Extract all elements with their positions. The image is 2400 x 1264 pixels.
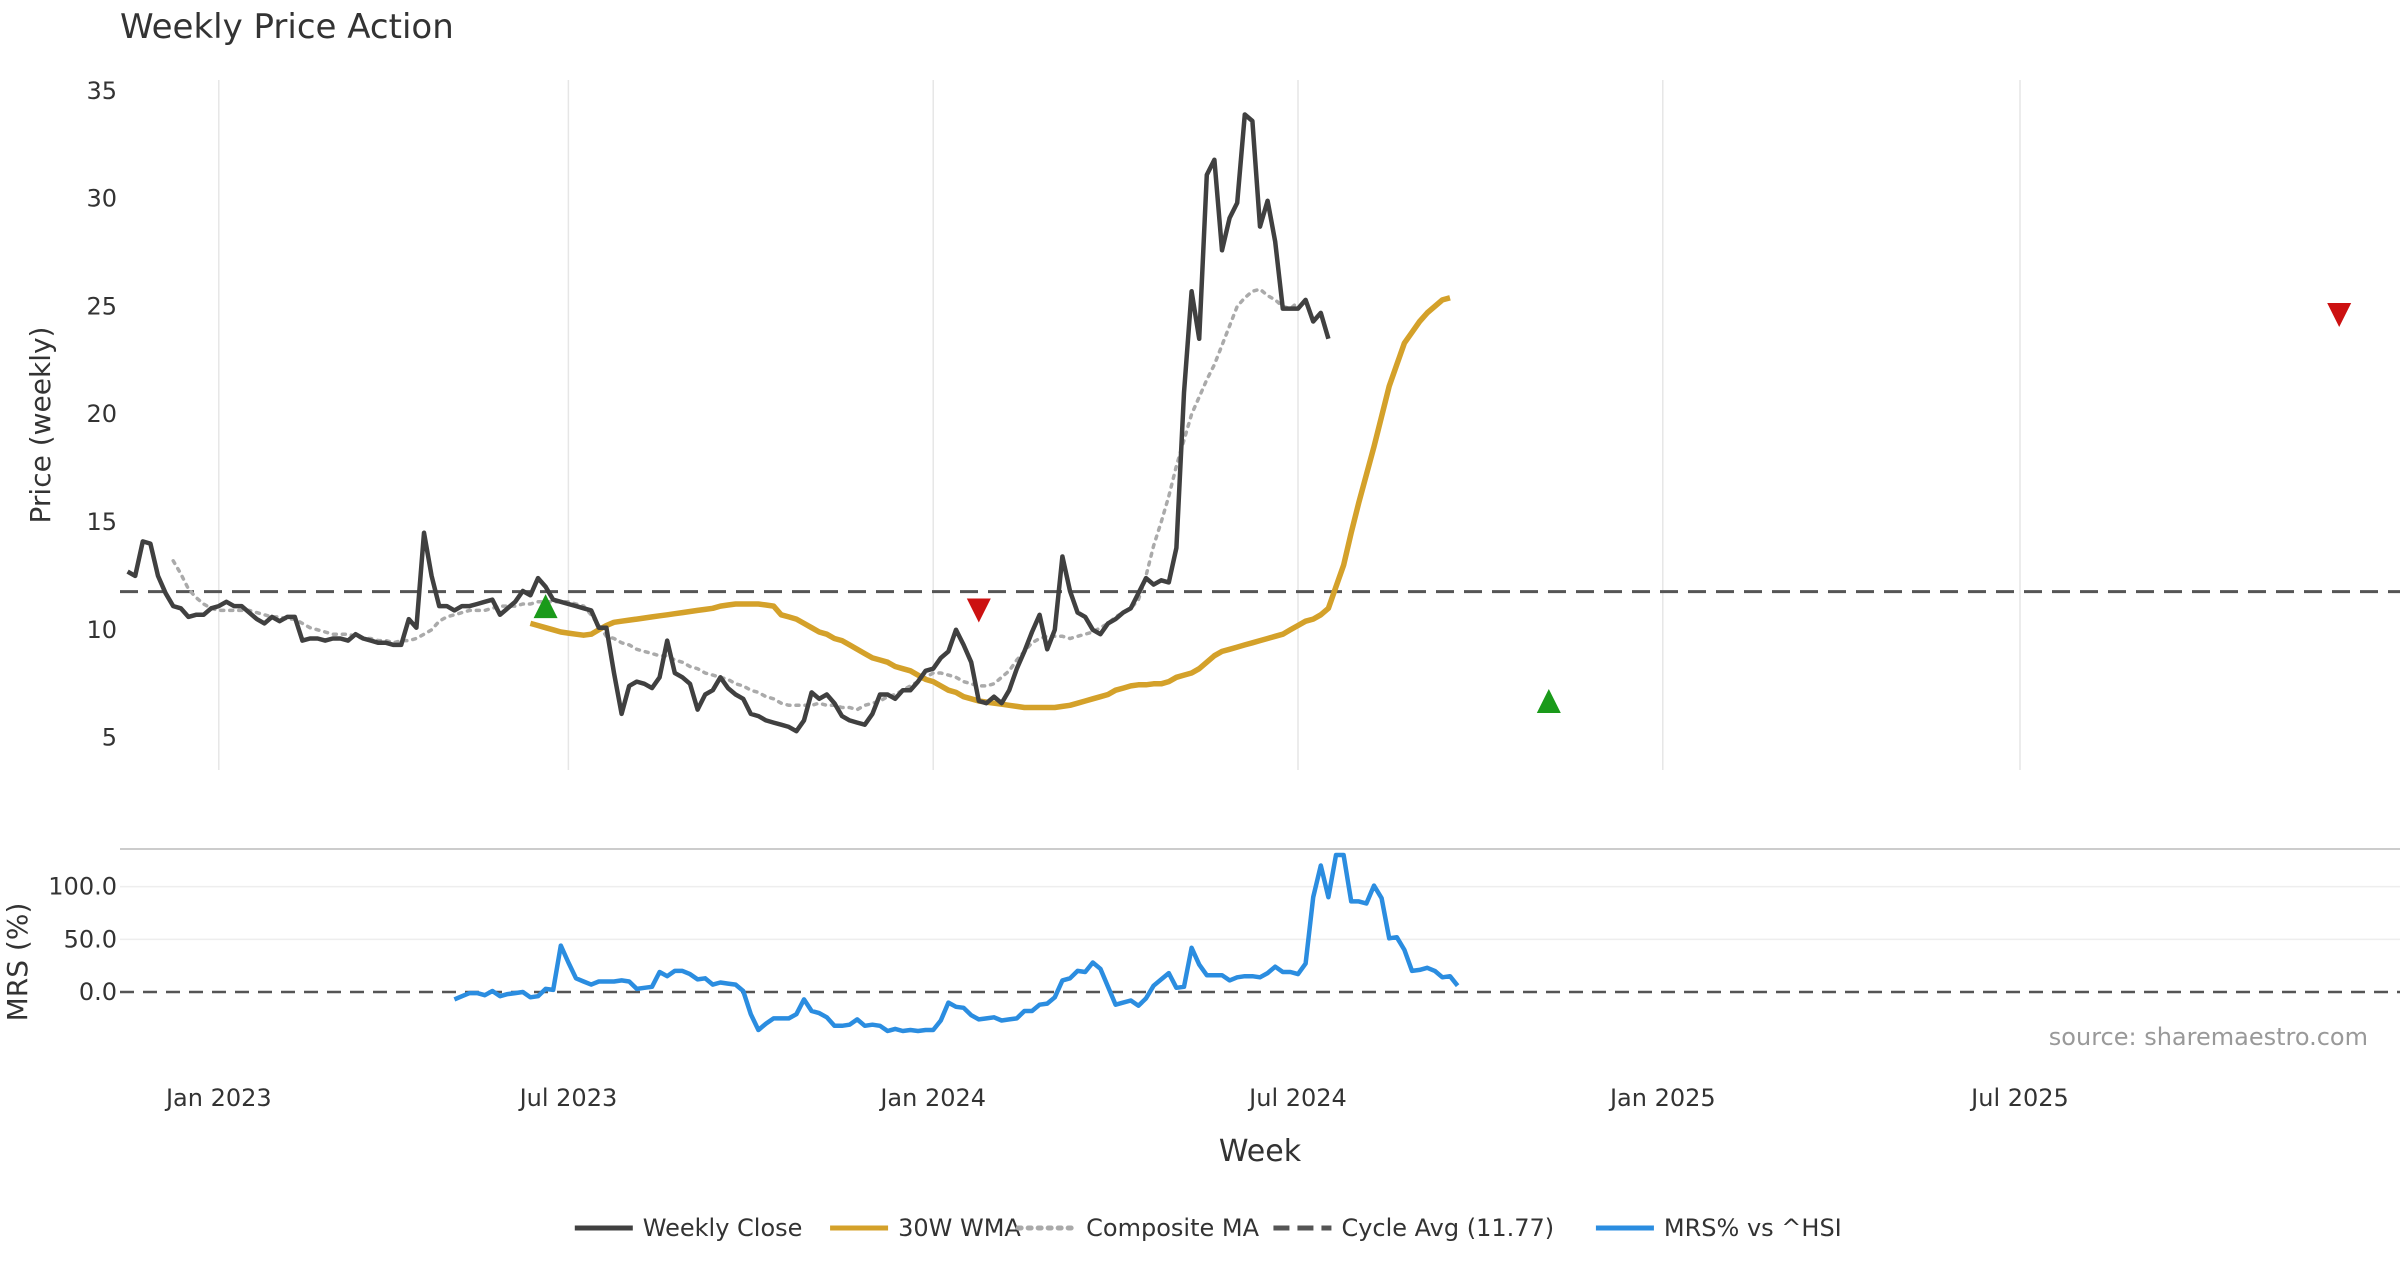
price-y-tick-label: 20 [86, 400, 117, 428]
legend-label: MRS% vs ^HSI [1664, 1214, 1842, 1242]
legend-label: 30W WMA [898, 1214, 1021, 1242]
x-tick-label: Jan 2025 [1608, 1084, 1716, 1112]
sell-signal-marker [2327, 303, 2352, 328]
price-y-tick-label: 35 [86, 77, 117, 105]
price-y-tick-label: 30 [86, 185, 117, 213]
grid [120, 80, 2400, 941]
buy-signal-marker [533, 594, 558, 619]
price-y-tick-label: 25 [86, 292, 117, 320]
x-tick-label: Jul 2024 [1247, 1084, 1347, 1112]
price-y-tick-label: 5 [102, 724, 117, 752]
series-line-mrs [453, 852, 1460, 1034]
mrs-y-tick-label: 100.0 [48, 873, 117, 901]
legend-label: Composite MA [1086, 1214, 1259, 1242]
mrs-y-axis-label: MRS (%) [1, 903, 34, 1022]
source-note: source: sharemaestro.com [2049, 1023, 2368, 1051]
mrs-y-tick-label: 0.0 [79, 978, 117, 1006]
price-y-tick-label: 10 [86, 616, 117, 644]
chart-title: Weekly Price Action [120, 7, 454, 47]
price-plot: 5 10 15 20 25 30 35 [86, 77, 2400, 752]
series-line-weekly-close [126, 112, 1331, 734]
legend-label: Weekly Close [643, 1214, 803, 1242]
price-y-axis-label: Price (weekly) [24, 327, 57, 524]
legend: Weekly Close 30W WMA Composite MA Cycle Avg… [574, 1214, 1842, 1242]
x-tick-label: Jan 2023 [164, 1084, 272, 1112]
mrs-y-tick-label: 50.0 [64, 925, 117, 953]
x-tick-labels: Jan 2023 Jul 2023 Jan 2024 Jul 2024 Jan 2025… [164, 1084, 2069, 1112]
mrs-plot: 0.0 50.0 100.0 [48, 852, 2400, 1034]
x-axis-label: Week [1219, 1134, 1302, 1169]
series-line-composite-ma [171, 287, 1300, 712]
x-tick-label: Jan 2024 [878, 1084, 986, 1112]
buy-signal-marker [1536, 689, 1561, 713]
x-tick-label: Jul 2023 [518, 1084, 618, 1112]
x-tick-label: Jul 2025 [1969, 1084, 2069, 1112]
legend-label: Cycle Avg (11.77) [1341, 1214, 1554, 1242]
sell-signal-marker [966, 598, 991, 623]
price-y-tick-label: 15 [86, 508, 117, 536]
